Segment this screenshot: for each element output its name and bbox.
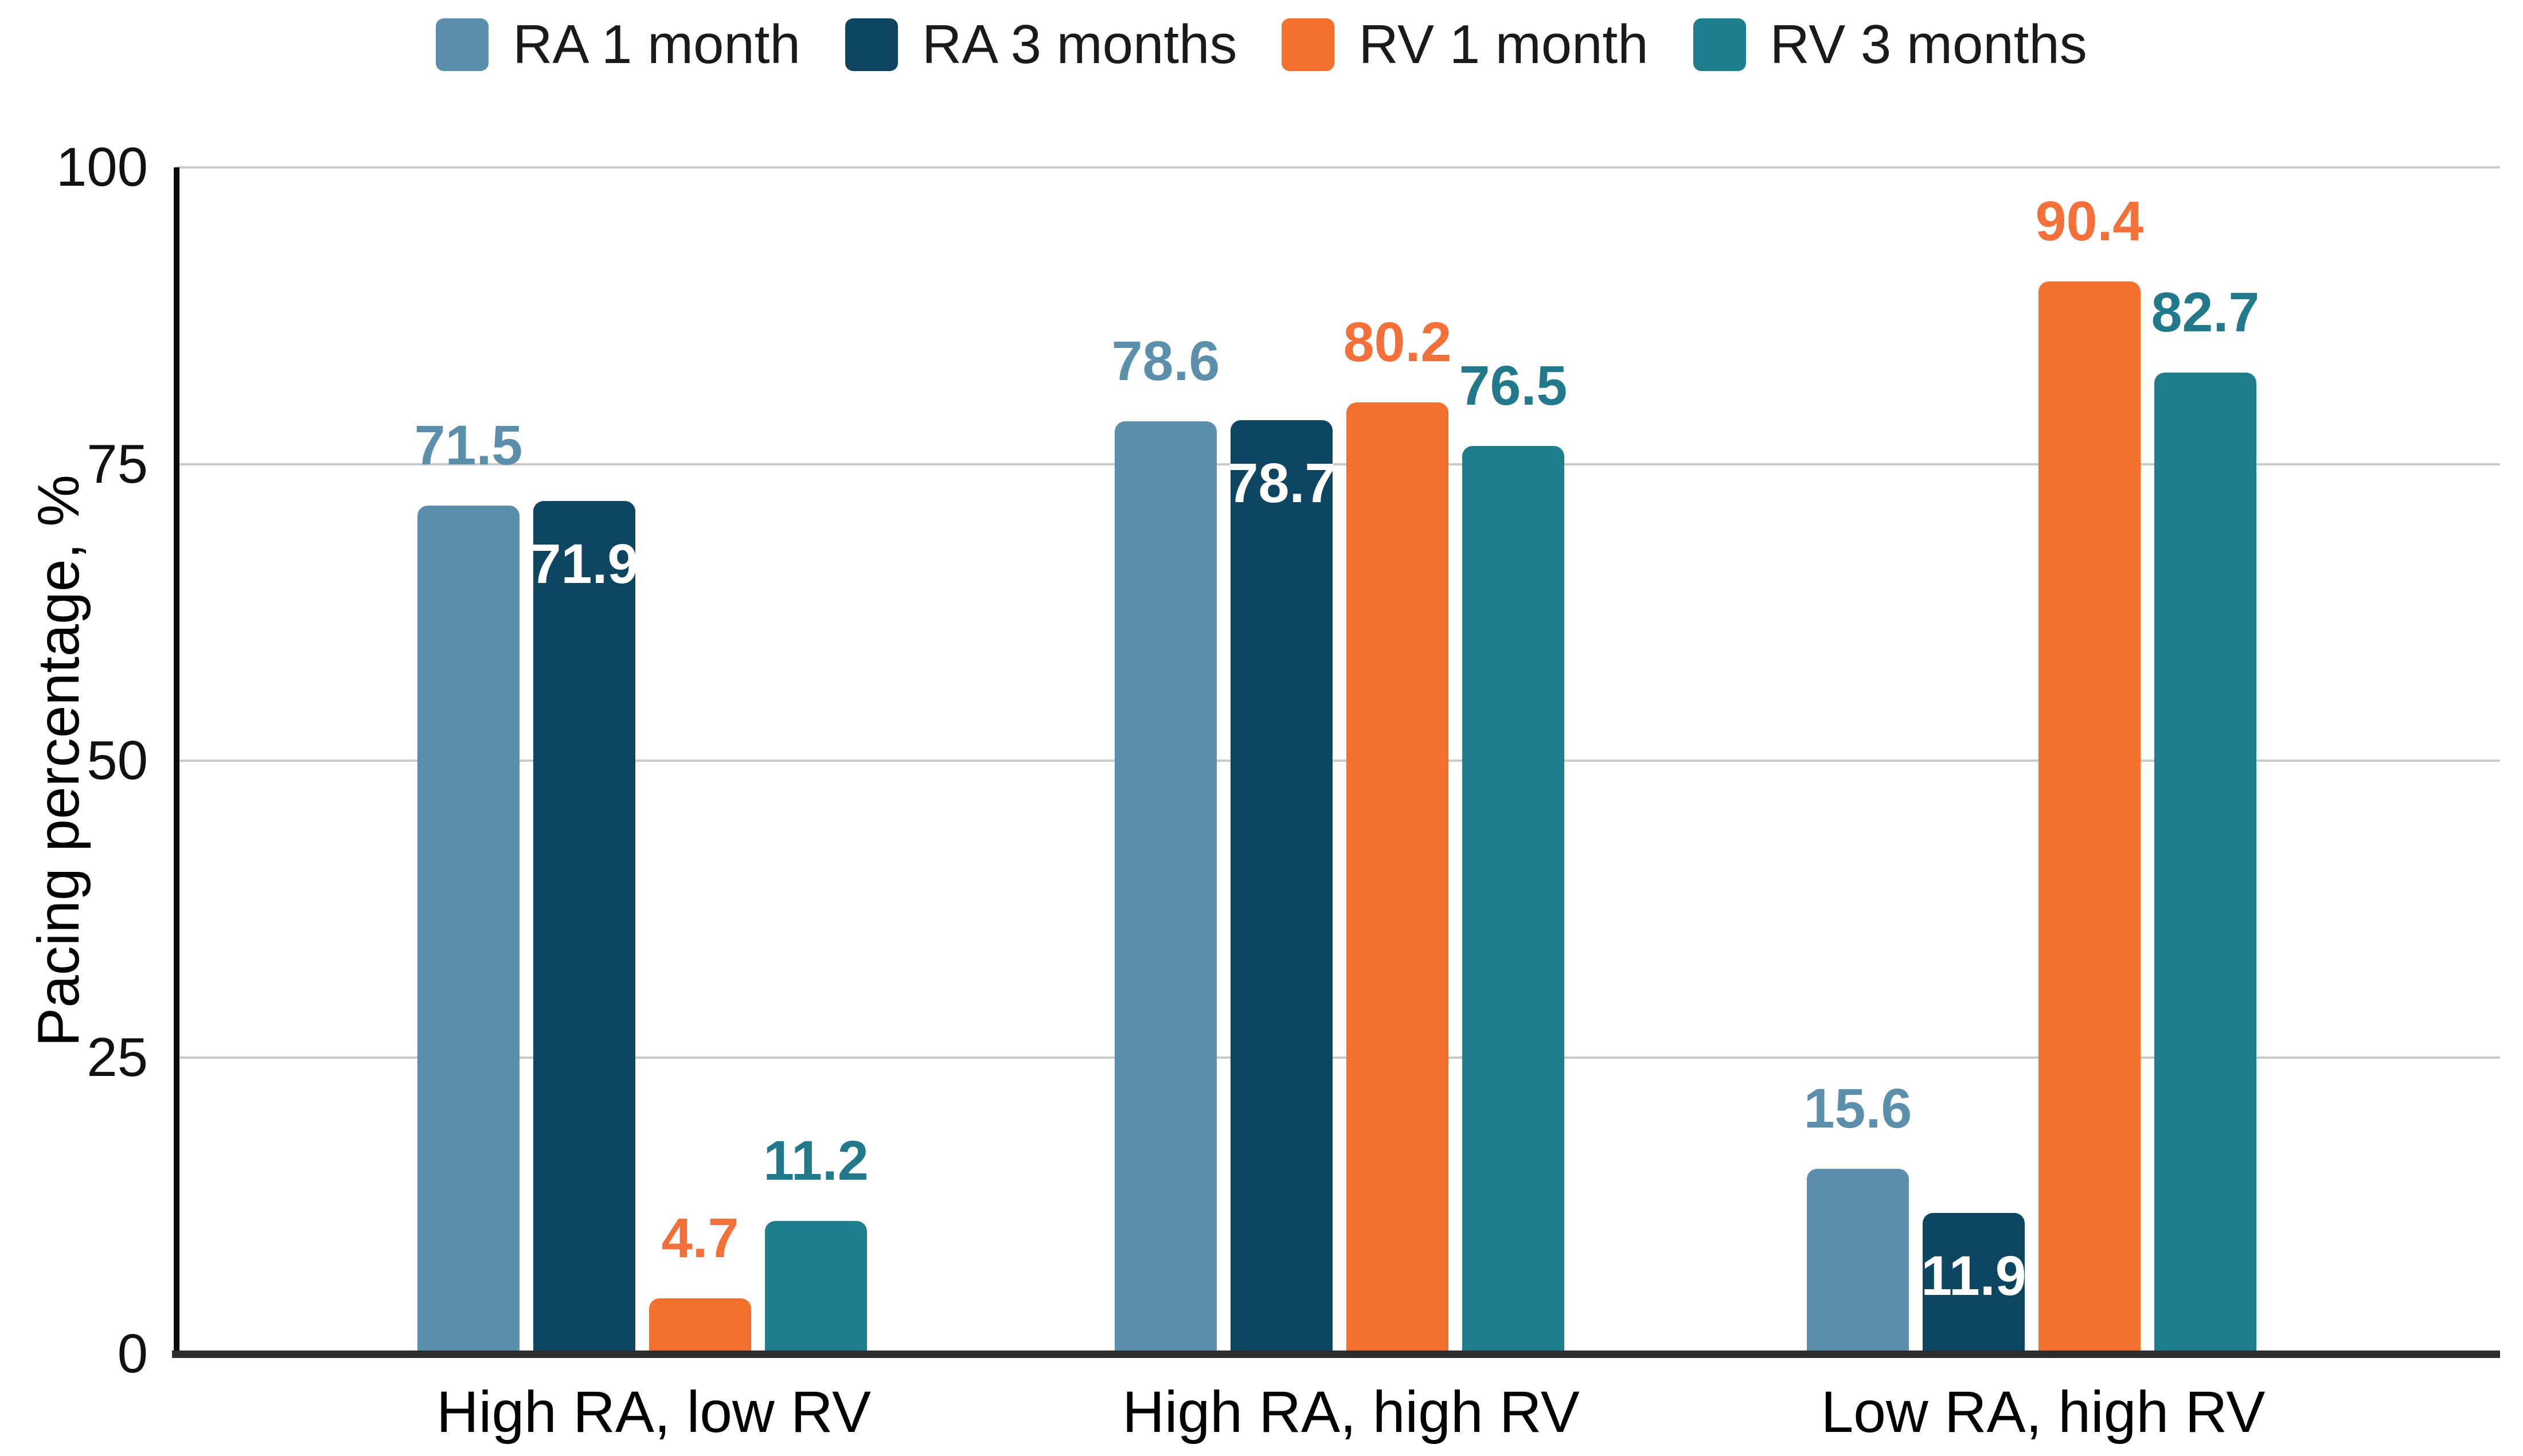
bar	[533, 500, 635, 1354]
gridline	[177, 1056, 2500, 1059]
bar	[1807, 1169, 1909, 1354]
bar-value-label: 71.5	[414, 413, 523, 476]
y-tick-label: 75	[87, 433, 148, 495]
bar-value-label: 78.7	[1227, 451, 1336, 514]
legend-label: RV 3 months	[1770, 14, 2087, 75]
x-axis-category-label: High RA, low RV	[436, 1379, 871, 1445]
bar-value-label: 11.9	[1921, 1244, 2026, 1307]
legend: RA 1 month RA 3 months RV 1 month RV 3 mont…	[0, 10, 2523, 79]
legend-swatch	[845, 18, 898, 71]
bar-value-label: 15.6	[1803, 1077, 1912, 1140]
legend-item: RV 3 months	[1693, 17, 2087, 72]
bar-value-label: 82.7	[2151, 281, 2260, 344]
bar	[1231, 420, 1333, 1354]
bar	[1462, 446, 1564, 1354]
bar	[1923, 1212, 2025, 1354]
bar-value-label: 4.7	[661, 1206, 739, 1269]
bar-value-label: 71.9	[530, 532, 639, 595]
legend-swatch	[436, 18, 489, 71]
bar-value-label: 11.2	[763, 1129, 869, 1192]
x-axis-category-label: High RA, high RV	[1122, 1379, 1580, 1445]
gridline	[177, 463, 2500, 465]
bar-value-label: 80.2	[1343, 310, 1452, 373]
x-axis-category-label: Low RA, high RV	[1821, 1379, 2266, 1445]
y-tick-label: 0	[117, 1323, 148, 1384]
bar	[2038, 281, 2141, 1354]
bar	[417, 505, 520, 1354]
legend-label: RV 1 month	[1358, 14, 1649, 75]
y-tick-label: 100	[56, 136, 148, 198]
legend-item: RA 3 months	[845, 17, 1237, 72]
gridline	[177, 166, 2500, 169]
gridline	[177, 760, 2500, 762]
legend-label: RA 3 months	[921, 14, 1237, 75]
legend-label: RA 1 month	[513, 14, 800, 75]
bar	[765, 1221, 867, 1354]
bar-value-label: 76.5	[1459, 354, 1568, 417]
legend-item: RV 1 month	[1282, 14, 1649, 75]
bar	[1346, 402, 1448, 1354]
legend-item: RA 1 month	[436, 17, 800, 72]
legend-swatch	[1282, 18, 1335, 71]
y-axis-line	[174, 167, 179, 1357]
bar	[1115, 421, 1217, 1354]
bar	[2154, 373, 2256, 1354]
x-axis-baseline	[172, 1351, 2500, 1358]
bar-value-label: 78.6	[1111, 329, 1220, 392]
bar-value-label: 90.4	[2035, 189, 2144, 252]
legend-swatch	[1693, 18, 1746, 71]
y-tick-label: 50	[87, 730, 148, 791]
y-tick-label: 25	[87, 1026, 148, 1088]
bar	[649, 1298, 751, 1354]
